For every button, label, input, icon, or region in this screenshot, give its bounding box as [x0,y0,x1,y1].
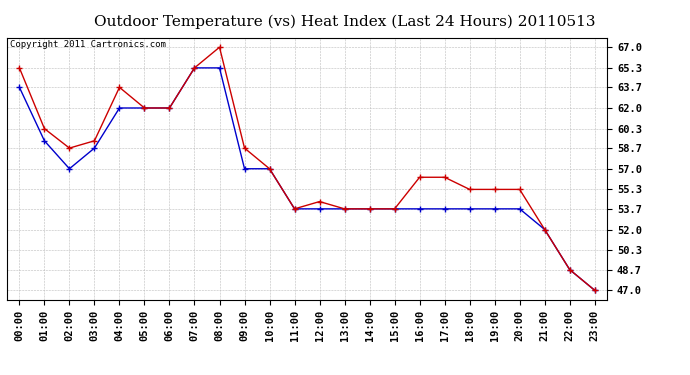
Text: Outdoor Temperature (vs) Heat Index (Last 24 Hours) 20110513: Outdoor Temperature (vs) Heat Index (Las… [95,15,595,29]
Text: Copyright 2011 Cartronics.com: Copyright 2011 Cartronics.com [10,40,166,49]
